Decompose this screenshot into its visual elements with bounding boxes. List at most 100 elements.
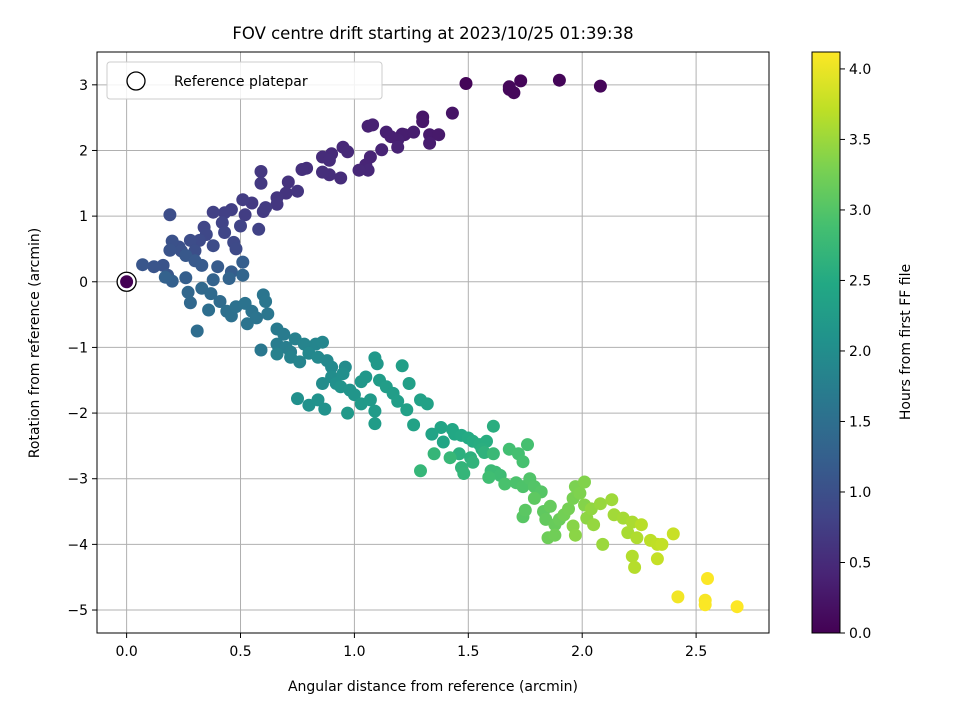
colorbar-gradient xyxy=(811,51,841,634)
data-point xyxy=(181,285,195,299)
y-tick-label: 1 xyxy=(79,209,88,225)
data-point xyxy=(322,153,336,167)
data-point xyxy=(628,560,642,574)
data-point xyxy=(521,438,534,452)
data-point xyxy=(252,222,266,236)
data-point xyxy=(291,392,304,406)
data-point xyxy=(423,136,437,150)
data-point xyxy=(206,273,220,287)
data-point xyxy=(698,598,712,612)
data-point xyxy=(316,335,329,349)
y-tick-label: −5 xyxy=(67,603,88,619)
data-point xyxy=(605,493,619,507)
data-point xyxy=(158,270,172,284)
data-point xyxy=(163,208,177,222)
data-point xyxy=(311,393,325,407)
y-axis-label: Rotation from reference (arcmin) xyxy=(27,228,43,458)
data-point xyxy=(234,219,247,233)
data-point xyxy=(270,347,284,361)
x-axis-label: Angular distance from reference (arcmin) xyxy=(288,679,578,695)
y-tick-label: −3 xyxy=(67,472,88,488)
data-point xyxy=(325,360,339,374)
data-point xyxy=(402,377,416,390)
data-point xyxy=(514,74,528,88)
data-point xyxy=(163,243,177,257)
data-point xyxy=(368,404,382,418)
data-point xyxy=(316,165,329,179)
data-point xyxy=(498,477,512,491)
colorbar-tick-label: 1.0 xyxy=(849,485,871,501)
data-point xyxy=(634,518,648,532)
data-point xyxy=(587,518,601,532)
data-point xyxy=(596,537,610,551)
y-tick-label: −4 xyxy=(67,537,88,553)
x-axis-ticks: 0.0 0.5 1.0 1.5 2.0 2.5 xyxy=(115,633,707,660)
x-tick-label: 2.5 xyxy=(685,644,707,660)
colorbar-tick-label: 4.0 xyxy=(849,62,871,78)
colorbar-tick-label: 1.5 xyxy=(849,414,871,430)
colorbar-tick-label: 3.0 xyxy=(849,203,871,219)
data-point xyxy=(370,357,384,371)
data-point xyxy=(218,206,232,220)
data-point xyxy=(254,165,268,178)
data-point xyxy=(295,163,309,176)
reference-data-point xyxy=(120,275,134,289)
data-point xyxy=(206,239,220,253)
data-point xyxy=(375,143,389,157)
data-point xyxy=(277,327,291,341)
data-point xyxy=(190,324,204,338)
data-point xyxy=(671,590,685,604)
data-point xyxy=(578,475,591,489)
data-point xyxy=(229,242,243,256)
y-tick-label: −1 xyxy=(67,340,88,356)
data-point xyxy=(568,528,582,542)
data-point xyxy=(334,171,348,185)
data-point xyxy=(270,197,284,211)
data-point xyxy=(436,435,450,449)
y-tick-label: 0 xyxy=(79,275,88,291)
data-point xyxy=(318,402,332,416)
legend-box xyxy=(106,61,383,100)
data-point xyxy=(359,370,373,384)
data-point xyxy=(457,467,471,480)
data-point xyxy=(238,208,252,222)
data-point xyxy=(625,549,639,563)
colorbar-label: Hours from first FF file xyxy=(898,264,914,420)
data-point xyxy=(459,77,473,90)
colorbar-ticks: 0.0 0.5 1.0 1.5 2.0 2.5 3.0 3.5 4.0 xyxy=(840,62,871,642)
colorbar-tick-label: 2.5 xyxy=(849,273,871,289)
data-point xyxy=(666,527,680,541)
data-point xyxy=(391,394,405,408)
data-point xyxy=(507,86,521,100)
data-point xyxy=(183,296,197,310)
x-tick-label: 2.0 xyxy=(571,644,593,660)
colorbar-tick-label: 3.5 xyxy=(849,132,871,148)
data-point xyxy=(341,406,355,420)
data-point xyxy=(193,233,206,247)
data-point xyxy=(222,272,236,285)
colorbar-tick-label: 2.0 xyxy=(849,344,871,360)
data-point xyxy=(407,418,421,432)
data-point xyxy=(213,295,227,308)
legend-marker-icon xyxy=(126,71,146,91)
data-point xyxy=(147,260,161,274)
data-point xyxy=(218,226,232,239)
data-point xyxy=(281,175,295,189)
data-point xyxy=(368,417,382,431)
data-point xyxy=(730,600,744,614)
data-point xyxy=(701,572,714,585)
data-point xyxy=(407,125,421,139)
data-point xyxy=(425,427,439,441)
data-point xyxy=(593,497,607,511)
data-point xyxy=(466,455,480,469)
y-tick-label: 2 xyxy=(79,143,88,159)
chart-title: FOV centre drift starting at 2023/10/25 … xyxy=(232,24,633,43)
data-point xyxy=(573,486,587,500)
y-tick-label: −2 xyxy=(67,406,88,422)
data-point xyxy=(316,377,329,390)
data-point xyxy=(240,317,254,331)
data-point xyxy=(291,184,304,198)
data-point xyxy=(527,491,541,505)
data-point xyxy=(136,258,150,272)
